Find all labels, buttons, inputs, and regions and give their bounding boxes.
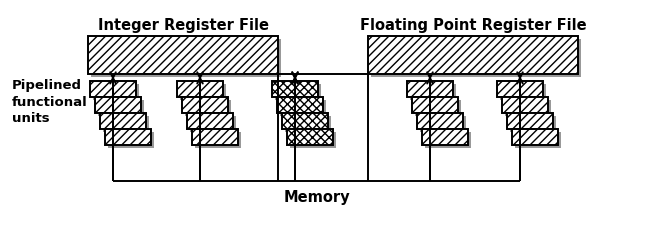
Bar <box>410 85 456 101</box>
Bar <box>407 82 453 98</box>
Bar <box>420 117 466 132</box>
Bar <box>91 40 281 78</box>
Bar <box>507 114 553 129</box>
Bar <box>417 114 463 129</box>
Bar <box>505 101 551 117</box>
Bar <box>512 129 558 145</box>
Bar <box>195 132 241 148</box>
Bar <box>98 101 144 117</box>
Bar <box>180 85 226 101</box>
Bar <box>192 129 238 145</box>
Bar <box>500 85 546 101</box>
Bar <box>285 117 331 132</box>
Bar <box>190 117 236 132</box>
Bar <box>425 132 471 148</box>
Bar <box>100 114 146 129</box>
Bar <box>182 98 228 114</box>
Bar <box>282 114 328 129</box>
Bar <box>177 82 223 98</box>
Text: Floating Point Register File: Floating Point Register File <box>360 18 587 33</box>
Bar <box>497 82 543 98</box>
Bar <box>290 132 336 148</box>
Bar <box>272 82 318 98</box>
Bar <box>371 40 581 78</box>
Bar <box>90 82 136 98</box>
Bar <box>275 85 321 101</box>
Bar <box>412 98 458 114</box>
Bar <box>93 85 139 101</box>
Bar <box>108 132 154 148</box>
Bar <box>187 114 233 129</box>
Bar <box>515 132 561 148</box>
Bar <box>105 129 151 145</box>
Bar <box>103 117 149 132</box>
Bar <box>277 98 323 114</box>
Bar <box>502 98 548 114</box>
Text: Integer Register File: Integer Register File <box>98 18 268 33</box>
Bar <box>95 98 141 114</box>
Bar <box>88 37 278 75</box>
Bar <box>422 129 468 145</box>
Bar <box>280 101 326 117</box>
Bar <box>287 129 333 145</box>
Bar <box>368 37 578 75</box>
Text: Memory: Memory <box>283 189 350 204</box>
Bar <box>415 101 461 117</box>
Text: Pipelined
functional
units: Pipelined functional units <box>12 78 88 125</box>
Bar <box>185 101 231 117</box>
Bar <box>510 117 556 132</box>
